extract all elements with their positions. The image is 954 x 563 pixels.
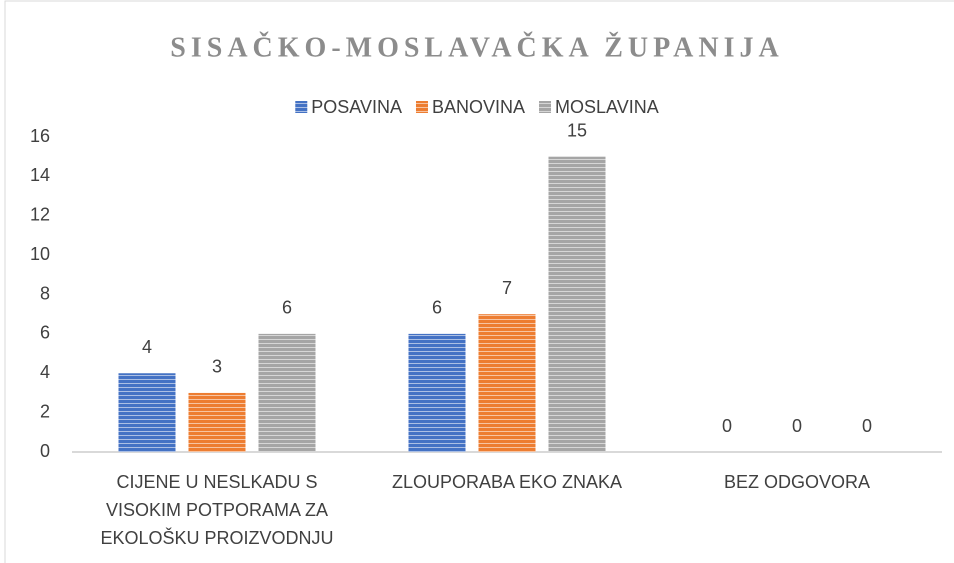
y-tick-label: 0	[40, 441, 50, 461]
y-tick-label: 10	[30, 244, 50, 264]
data-label: 0	[722, 416, 732, 436]
bar	[258, 333, 316, 452]
data-label: 3	[212, 357, 222, 377]
legend-label: MOSLAVINA	[555, 97, 659, 117]
data-label: 6	[282, 298, 292, 318]
x-tick-label: CIJENE U NESLKADU S VISOKIM POTPORAMA ZA…	[100, 472, 334, 548]
data-label: 0	[862, 416, 872, 436]
chart-border	[4, 0, 954, 563]
y-tick-label: 16	[30, 126, 50, 146]
bar	[478, 314, 536, 452]
y-tick-label: 14	[30, 165, 50, 185]
data-label: 6	[432, 298, 442, 318]
bar	[408, 333, 466, 452]
legend-swatch	[295, 101, 308, 113]
data-label: 15	[567, 120, 587, 140]
legend-label: POSAVINA	[311, 97, 402, 117]
x-tick-label: ZLOUPORABA EKO ZNAKA	[391, 472, 623, 492]
legend-swatch	[539, 101, 552, 113]
y-tick-label: 6	[40, 323, 50, 343]
legend-swatch	[415, 101, 428, 113]
legend-label: BANOVINA	[432, 97, 525, 117]
bar	[118, 373, 176, 452]
data-label: 4	[142, 337, 152, 357]
data-label: 7	[502, 278, 512, 298]
y-tick-label: 12	[30, 205, 50, 225]
bar	[548, 156, 606, 452]
chart-title: SISAČKO-MOSLAVAČKA ŽUPANIJA	[170, 32, 783, 63]
y-tick-label: 2	[40, 401, 50, 421]
y-tick-label: 8	[40, 283, 50, 303]
x-tick-label: BEZ ODGOVORA	[723, 472, 871, 492]
data-label: 0	[792, 416, 802, 436]
bar	[188, 392, 246, 452]
y-tick-label: 4	[40, 362, 50, 382]
